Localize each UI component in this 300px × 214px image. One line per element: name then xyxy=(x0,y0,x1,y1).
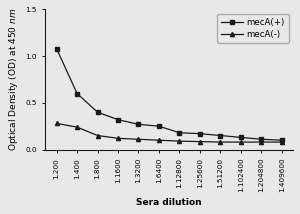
mecA(+) xyxy=(157,125,161,128)
mecA(+) xyxy=(55,47,58,50)
mecA(+) xyxy=(116,118,120,121)
mecA(-) xyxy=(55,122,58,125)
mecA(-) xyxy=(157,139,161,141)
Legend: mecA(+), mecA(-): mecA(+), mecA(-) xyxy=(217,14,289,43)
mecA(+) xyxy=(96,111,99,113)
mecA(-) xyxy=(178,140,181,143)
mecA(+) xyxy=(137,123,140,126)
mecA(+) xyxy=(75,92,79,95)
mecA(-) xyxy=(96,134,99,137)
mecA(-) xyxy=(239,141,243,143)
mecA(+) xyxy=(280,139,284,141)
mecA(-) xyxy=(137,138,140,141)
mecA(-) xyxy=(198,140,202,143)
mecA(+) xyxy=(239,136,243,139)
Y-axis label: Optical Density (OD) at 450 $\it{nm}$: Optical Density (OD) at 450 $\it{nm}$ xyxy=(7,8,20,151)
mecA(-) xyxy=(280,141,284,143)
Line: mecA(-): mecA(-) xyxy=(55,121,284,144)
mecA(-) xyxy=(75,126,79,128)
mecA(+) xyxy=(219,134,222,137)
mecA(-) xyxy=(219,141,222,143)
X-axis label: Sera dilution: Sera dilution xyxy=(136,198,202,207)
mecA(+) xyxy=(178,131,181,134)
mecA(-) xyxy=(116,137,120,140)
Line: mecA(+): mecA(+) xyxy=(55,47,284,142)
mecA(-) xyxy=(260,141,263,143)
mecA(+) xyxy=(260,138,263,141)
mecA(+) xyxy=(198,132,202,135)
